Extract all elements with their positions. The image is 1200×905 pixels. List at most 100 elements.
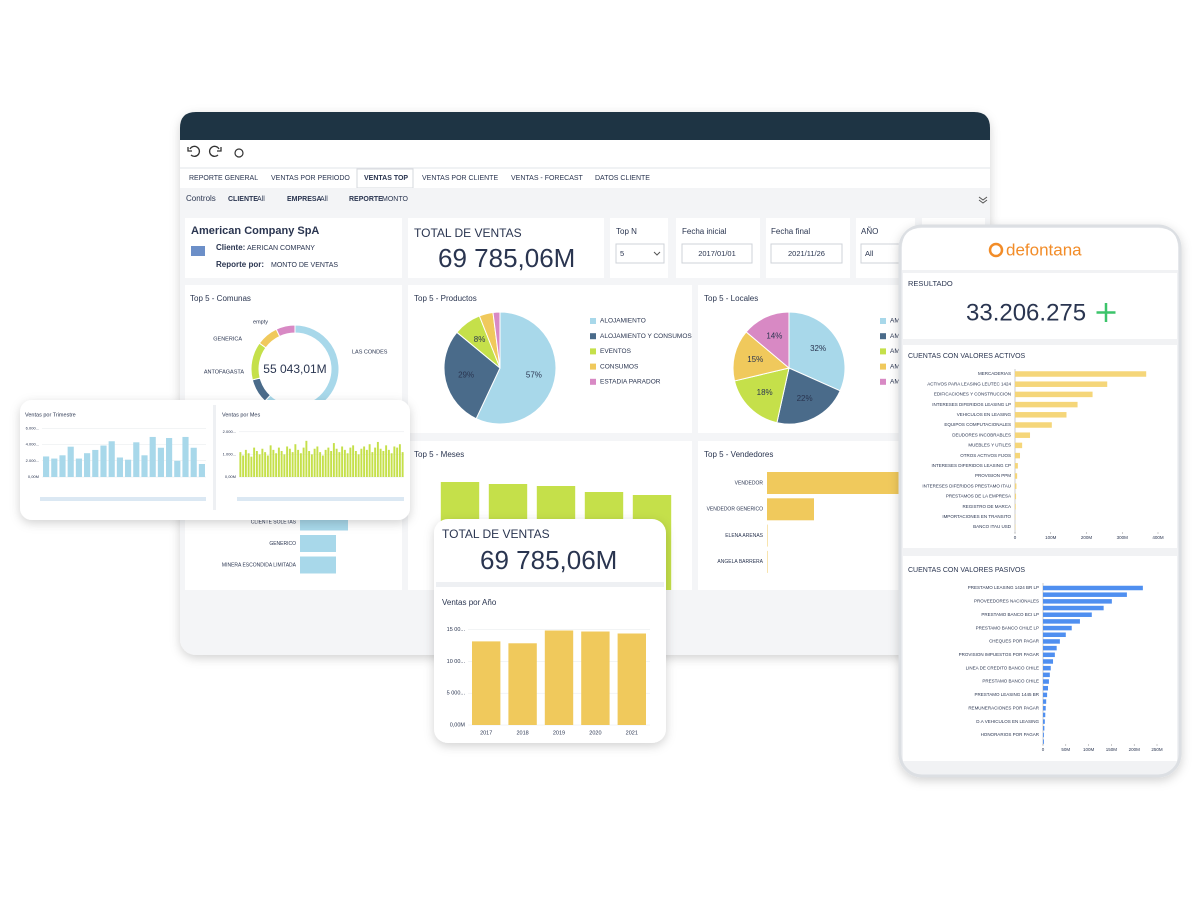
tab[interactable]: REPORTE GENERAL [189,175,258,182]
y-tick-label: PRESTAMOS DE LA EMPRESA [946,494,1011,499]
y-tick-label: HONORARIOS POR PAGAR [981,732,1040,737]
bar [259,454,261,477]
y-tick-label: GENERICO [269,541,296,547]
bar [767,551,768,573]
bar [1015,483,1016,489]
y-tick-label: PROVISION PPM [975,473,1011,478]
control-label: CLIENTE [228,196,258,203]
bar [402,452,404,477]
y-tick-label: INTERESES DIFERIDOS LEASING LP [932,402,1011,407]
report-label: Reporte por: [216,260,264,269]
bar [333,443,335,477]
tab[interactable]: VENTAS TOP [364,175,408,182]
x-tick-label: 300M [1117,535,1129,540]
bar [545,631,573,726]
bar [1015,371,1146,377]
bar [358,454,360,477]
value-label: 14% [766,332,782,341]
legend-label: ALOJAMIENTO [600,318,646,325]
bar [283,454,285,477]
bar [100,446,106,477]
overlay-periods: Ventas por Trimestre0,00M2.000...4.000..… [20,400,410,520]
chart-title: Ventas por Trimestre [25,412,76,418]
y-tick-label: VENDEDOR [735,480,764,486]
bar [396,448,398,477]
bar [316,446,318,477]
filter-value: All [865,249,874,258]
control-label: EMPRESA [287,196,322,203]
tab[interactable]: VENTAS POR PERIODO [271,175,350,182]
bar [1015,432,1030,438]
bar [391,453,393,477]
bar [278,448,280,477]
bar [322,456,324,477]
value-label: 29% [458,371,474,380]
bar [248,453,250,477]
slice-label: empty [253,319,268,325]
y-tick-label: 2.000... [223,429,236,434]
bar [141,455,147,477]
controls-title: Controls [186,194,216,203]
y-tick-label: EDIFICACIONES Y CONSTRUCCION [934,392,1011,397]
filter-label: Fecha final [771,227,810,236]
chart-title: CUENTAS CON VALORES ACTIVOS [908,353,1026,360]
legend-swatch [880,364,886,370]
bar [1043,686,1048,691]
bar [1043,586,1143,591]
tab[interactable]: DATOS CLIENTE [595,175,650,182]
total-label: TOTAL DE VENTAS [414,226,522,240]
y-tick-label: BANCO ITAU USD [973,524,1012,529]
y-tick-label: REGISTRO DE MARCA [962,504,1011,509]
bar [133,442,139,477]
x-tick-label: 2020 [589,730,601,736]
y-tick-label: DEUDORES INCOBRABLES [952,432,1011,437]
bar [1043,612,1092,617]
bar [261,449,263,477]
chart-title: Ventas por Año [442,598,497,607]
bar [1043,639,1060,644]
bar [1043,733,1044,738]
y-tick-label: INTERESES DIFERIDOS LEASING CP [931,463,1011,468]
y-tick-label: CHEQUES POR PAGAR [989,639,1040,644]
bar [1015,453,1020,459]
bar [1043,693,1047,698]
tab[interactable]: VENTAS - FORECAST [511,175,584,182]
legend-swatch [880,348,886,354]
bar [311,454,313,477]
bar [1043,719,1045,724]
bar [1015,463,1018,469]
legend-label: EVENTOS [600,348,632,355]
bar [289,449,291,477]
bar [43,456,49,477]
bar [344,450,346,477]
bar [1043,726,1044,731]
chart-title: Ventas por Mes [222,412,260,418]
y-tick-label: LINEA DE CREDITO BANCO CHILE [966,665,1039,670]
control-label: REPORTE [349,196,383,203]
chart-title: Top 5 - Vendedores [704,450,773,459]
bar [1015,412,1066,418]
total-value: 69 785,06M [480,545,617,575]
tab[interactable]: VENTAS POR CLIENTE [422,175,498,182]
bar [1015,473,1017,479]
bar [1043,619,1080,624]
bar [272,450,274,477]
legend-swatch [590,364,596,370]
bar [374,448,376,477]
control-value: MONTO [382,196,408,203]
top-bar [180,112,990,140]
y-tick-label: VENDEDOR GENERICO [707,507,764,513]
bar [1015,402,1078,408]
bar [239,452,241,477]
legend-label: ALOJAMIENTO Y CONSUMOS [600,333,692,340]
x-tick-label: 2018 [516,730,528,736]
y-tick-label: REMUNERACIONES POR PAGAR [968,705,1039,710]
bar [319,452,321,477]
bar [388,450,390,477]
bar [1043,739,1044,744]
y-tick-label: CLIENTE SOLETAS [251,519,297,525]
bar [51,459,57,477]
bar [767,472,917,494]
bar [303,448,305,477]
bar [286,446,288,477]
